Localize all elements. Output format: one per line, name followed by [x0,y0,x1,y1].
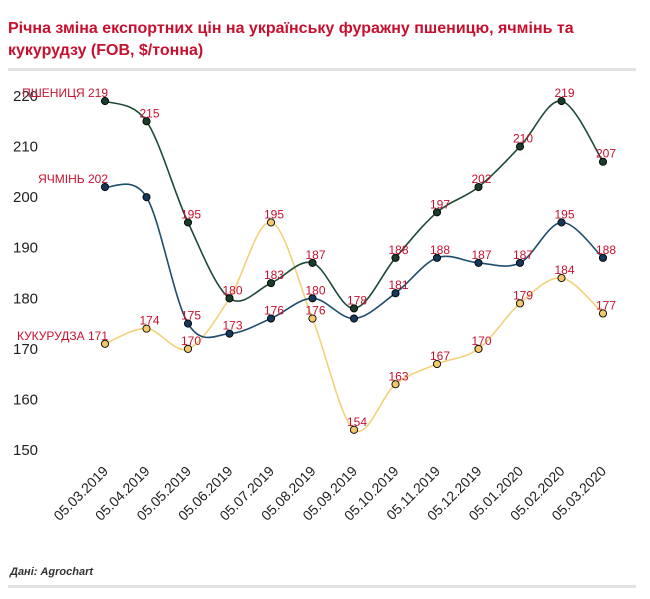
data-point [308,258,317,267]
data-point [391,289,400,298]
data-label: 175 [181,309,201,323]
y-tick-label: 190 [13,240,38,257]
data-label: 188 [596,243,616,257]
y-tick-label: 180 [13,290,38,307]
data-label: 210 [513,132,533,146]
data-label: 154 [347,415,367,429]
data-label: 188 [388,243,408,257]
data-point [515,299,525,308]
data-label: 197 [430,197,450,211]
data-point [598,309,608,318]
data-label: КУКУРУДЗА 171 [17,329,108,343]
y-tick-label: 160 [13,391,38,408]
data-point [100,97,110,106]
data-label: 180 [222,283,242,297]
data-label: 170 [181,334,201,348]
data-point [183,319,193,328]
y-tick-label: 150 [13,442,38,459]
data-point [432,208,442,217]
data-point [225,329,234,338]
data-point [308,314,317,323]
data-point [557,97,566,106]
data-label: 167 [430,349,450,363]
data-point [100,182,110,192]
data-point [225,294,234,303]
data-label: 215 [139,106,159,120]
data-label: 187 [513,248,533,262]
data-point [142,193,151,202]
data-label: 188 [430,243,450,257]
data-label: 178 [347,293,367,307]
data-label: 187 [305,248,325,262]
data-point [432,253,442,262]
data-point [432,359,442,369]
data-point [266,218,276,227]
data-point [349,314,359,323]
data-point [266,314,276,323]
data-point [474,344,483,353]
data-point [349,425,359,434]
data-label: 176 [305,304,325,318]
data-label: 195 [181,207,201,221]
data-point [349,304,359,313]
line-chart: 15016017018019020021022005.03.201905.04.… [13,86,616,524]
data-source: Дані: Agrochart [10,566,94,578]
data-label: ПШЕНИЦЯ 219 [22,86,108,100]
data-label: 170 [471,334,491,348]
data-point [100,339,110,348]
data-label: ЯЧМІНЬ 202 [38,172,108,186]
data-label: 174 [139,314,159,328]
footer-divider [8,585,636,588]
data-point [391,380,400,389]
data-point [142,117,151,126]
data-label: 173 [222,319,242,333]
y-tick-label: 210 [13,139,38,156]
data-point [598,157,608,166]
y-tick-label: 220 [13,88,38,105]
data-label: 195 [554,207,574,221]
data-point [515,258,525,267]
data-label: 184 [554,263,574,277]
data-point [391,253,400,262]
data-point [308,294,317,303]
chart-title: Річна зміна експортних цін на українську… [8,20,574,59]
data-label: 177 [596,298,616,312]
data-point [515,142,525,151]
data-label: 187 [471,248,491,262]
data-point [557,274,566,283]
data-point [557,218,566,227]
data-point [598,253,608,262]
data-label: 163 [388,369,408,383]
data-point [474,258,483,267]
series-line [104,221,604,433]
data-point [142,324,151,333]
data-label: 179 [513,288,533,302]
data-point [474,182,483,192]
data-label: 183 [264,268,284,282]
data-label: 202 [471,172,491,186]
data-label: 219 [554,86,574,100]
y-tick-label: 200 [13,189,38,206]
data-point [183,218,193,227]
data-label: 176 [264,304,284,318]
data-label: 180 [305,283,325,297]
data-label: 195 [264,207,284,221]
data-point [266,279,276,288]
data-label: 207 [596,147,616,161]
y-tick-label: 170 [13,341,38,358]
title-divider [8,68,636,71]
data-label: 181 [388,278,408,292]
data-point [183,344,193,353]
